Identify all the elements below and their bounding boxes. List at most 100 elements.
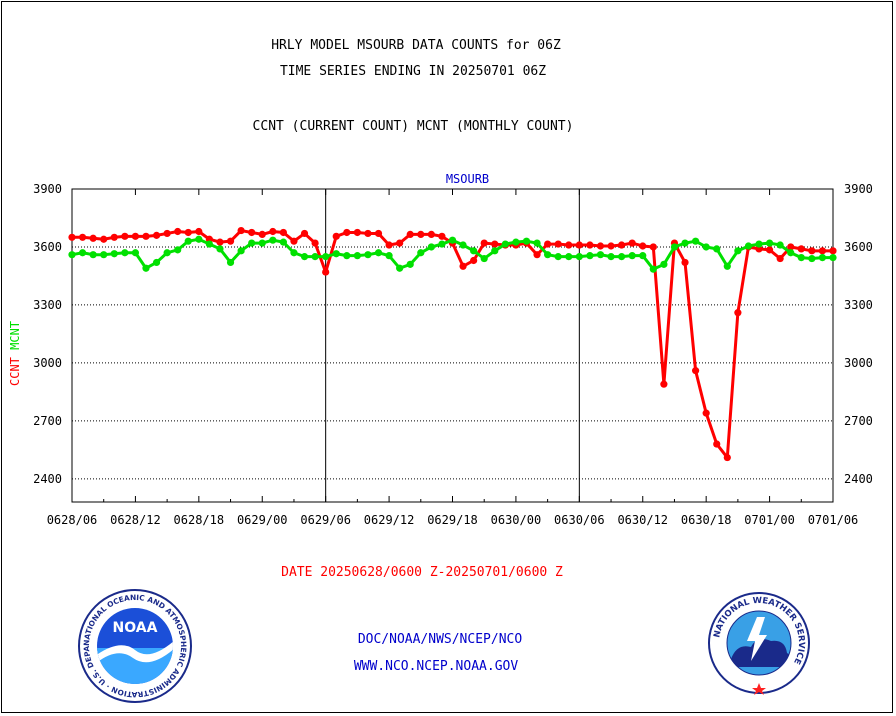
data-point-mcnt (522, 237, 531, 245)
chart-title-line3: CCNT (CURRENT COUNT) MCNT (MONTHLY COUNT… (252, 119, 574, 134)
data-point-mcnt (142, 264, 150, 272)
x-tick-label: 0629/18 (427, 513, 478, 527)
data-point-mcnt (152, 258, 161, 267)
data-point-ccnt (491, 240, 499, 248)
data-point-ccnt (723, 453, 731, 462)
y-tick-label-right: 3900 (844, 182, 873, 196)
data-point-mcnt (459, 241, 467, 249)
data-point-mcnt (713, 245, 721, 253)
data-point-ccnt (797, 245, 805, 253)
y-tick-label-left: 3900 (33, 182, 62, 196)
data-point-mcnt (755, 240, 763, 248)
data-point-ccnt (438, 232, 446, 240)
data-point-ccnt (734, 309, 742, 317)
y-tick-label-left: 3600 (33, 240, 62, 254)
x-tick-label: 0630/18 (681, 513, 732, 527)
data-point-mcnt (353, 252, 361, 260)
noaa-logo: NATIONAL OCEANIC AND ATMOSPHERIC ADMINIS… (75, 586, 192, 703)
data-point-ccnt (332, 232, 340, 240)
date-range-label: DATE 20250628/0600 Z-20250701/0600 Z (281, 565, 563, 580)
y-tick-label-left: 3300 (33, 298, 62, 312)
data-point-mcnt (68, 251, 76, 259)
data-point-ccnt (364, 229, 372, 238)
data-point-mcnt (660, 260, 668, 268)
data-point-ccnt (702, 409, 710, 417)
data-point-mcnt (596, 251, 605, 259)
data-point-ccnt (660, 380, 668, 388)
data-point-ccnt (385, 241, 393, 249)
data-point-mcnt (417, 249, 425, 257)
data-point-ccnt (216, 238, 224, 246)
website-link[interactable]: WWW.NCO.NCEP.NOAA.GOV (353, 659, 519, 674)
data-point-mcnt (248, 239, 256, 247)
data-point-mcnt (110, 250, 118, 258)
data-point-ccnt (131, 232, 140, 240)
data-point-mcnt (618, 253, 626, 261)
data-point-ccnt (110, 233, 118, 241)
data-point-ccnt (142, 232, 150, 240)
data-point-mcnt (216, 245, 224, 253)
data-point-mcnt (554, 253, 562, 261)
data-point-mcnt (734, 247, 742, 255)
data-point-ccnt (459, 262, 467, 270)
y-tick-label-right: 3000 (844, 356, 873, 370)
data-point-ccnt (121, 232, 129, 240)
data-point-mcnt (322, 253, 330, 261)
y-tick-label-right: 3600 (844, 240, 873, 254)
data-point-ccnt (607, 242, 615, 250)
data-point-mcnt (723, 262, 731, 270)
x-tick-label: 0701/06 (808, 513, 859, 527)
data-point-mcnt (681, 239, 689, 247)
data-point-mcnt (480, 254, 488, 263)
data-point-mcnt (343, 252, 351, 260)
data-point-ccnt (248, 228, 256, 237)
org-path-link[interactable]: DOC/NOAA/NWS/NCEP/NCO (357, 632, 523, 647)
x-tick-label: 0628/18 (174, 513, 225, 527)
data-point-mcnt (702, 243, 710, 251)
data-point-ccnt (586, 241, 594, 249)
y-tick-label-left: 2700 (33, 414, 62, 428)
y-tick-label-right: 3300 (844, 298, 873, 312)
data-point-mcnt (374, 249, 383, 257)
data-point-ccnt (427, 230, 435, 239)
data-point-ccnt (258, 230, 266, 239)
data-point-mcnt (364, 251, 372, 259)
data-point-mcnt (491, 247, 499, 255)
data-point-mcnt (575, 253, 583, 261)
data-point-ccnt (226, 237, 235, 245)
data-point-ccnt (628, 239, 636, 247)
data-point-ccnt (311, 239, 319, 247)
x-tick-label: 0630/12 (617, 513, 668, 527)
plot-title: MSOURB (446, 172, 489, 186)
data-point-mcnt (744, 242, 753, 250)
data-point-ccnt (417, 230, 425, 239)
data-point-mcnt (205, 240, 214, 248)
data-point-ccnt (300, 229, 309, 238)
data-point-ccnt (195, 227, 203, 236)
data-point-mcnt (332, 250, 340, 258)
data-point-mcnt (184, 237, 192, 245)
data-point-mcnt (121, 249, 129, 257)
y-axis-label-ccnt: CCNT (8, 357, 22, 386)
data-point-mcnt (787, 249, 795, 257)
x-tick-label: 0628/12 (110, 513, 161, 527)
x-tick-label: 0628/06 (47, 513, 98, 527)
chart-title-line2: TIME SERIES ENDING IN 20250701 06Z (279, 64, 547, 79)
data-point-mcnt (470, 247, 478, 255)
data-point-mcnt (670, 243, 679, 251)
data-point-mcnt (808, 254, 816, 263)
data-point-ccnt (713, 440, 721, 448)
data-point-ccnt (776, 254, 784, 263)
data-point-ccnt (618, 241, 626, 249)
data-point-mcnt (163, 249, 171, 257)
data-point-ccnt (596, 242, 605, 250)
data-point-ccnt (279, 228, 287, 237)
chart-title-line1: HRLY MODEL MSOURB DATA COUNTS for 06Z (271, 38, 561, 53)
series-line-ccnt (72, 229, 833, 460)
data-point-ccnt (808, 247, 816, 255)
data-point-mcnt (300, 253, 309, 261)
data-point-ccnt (353, 228, 361, 237)
data-point-ccnt (480, 239, 488, 247)
